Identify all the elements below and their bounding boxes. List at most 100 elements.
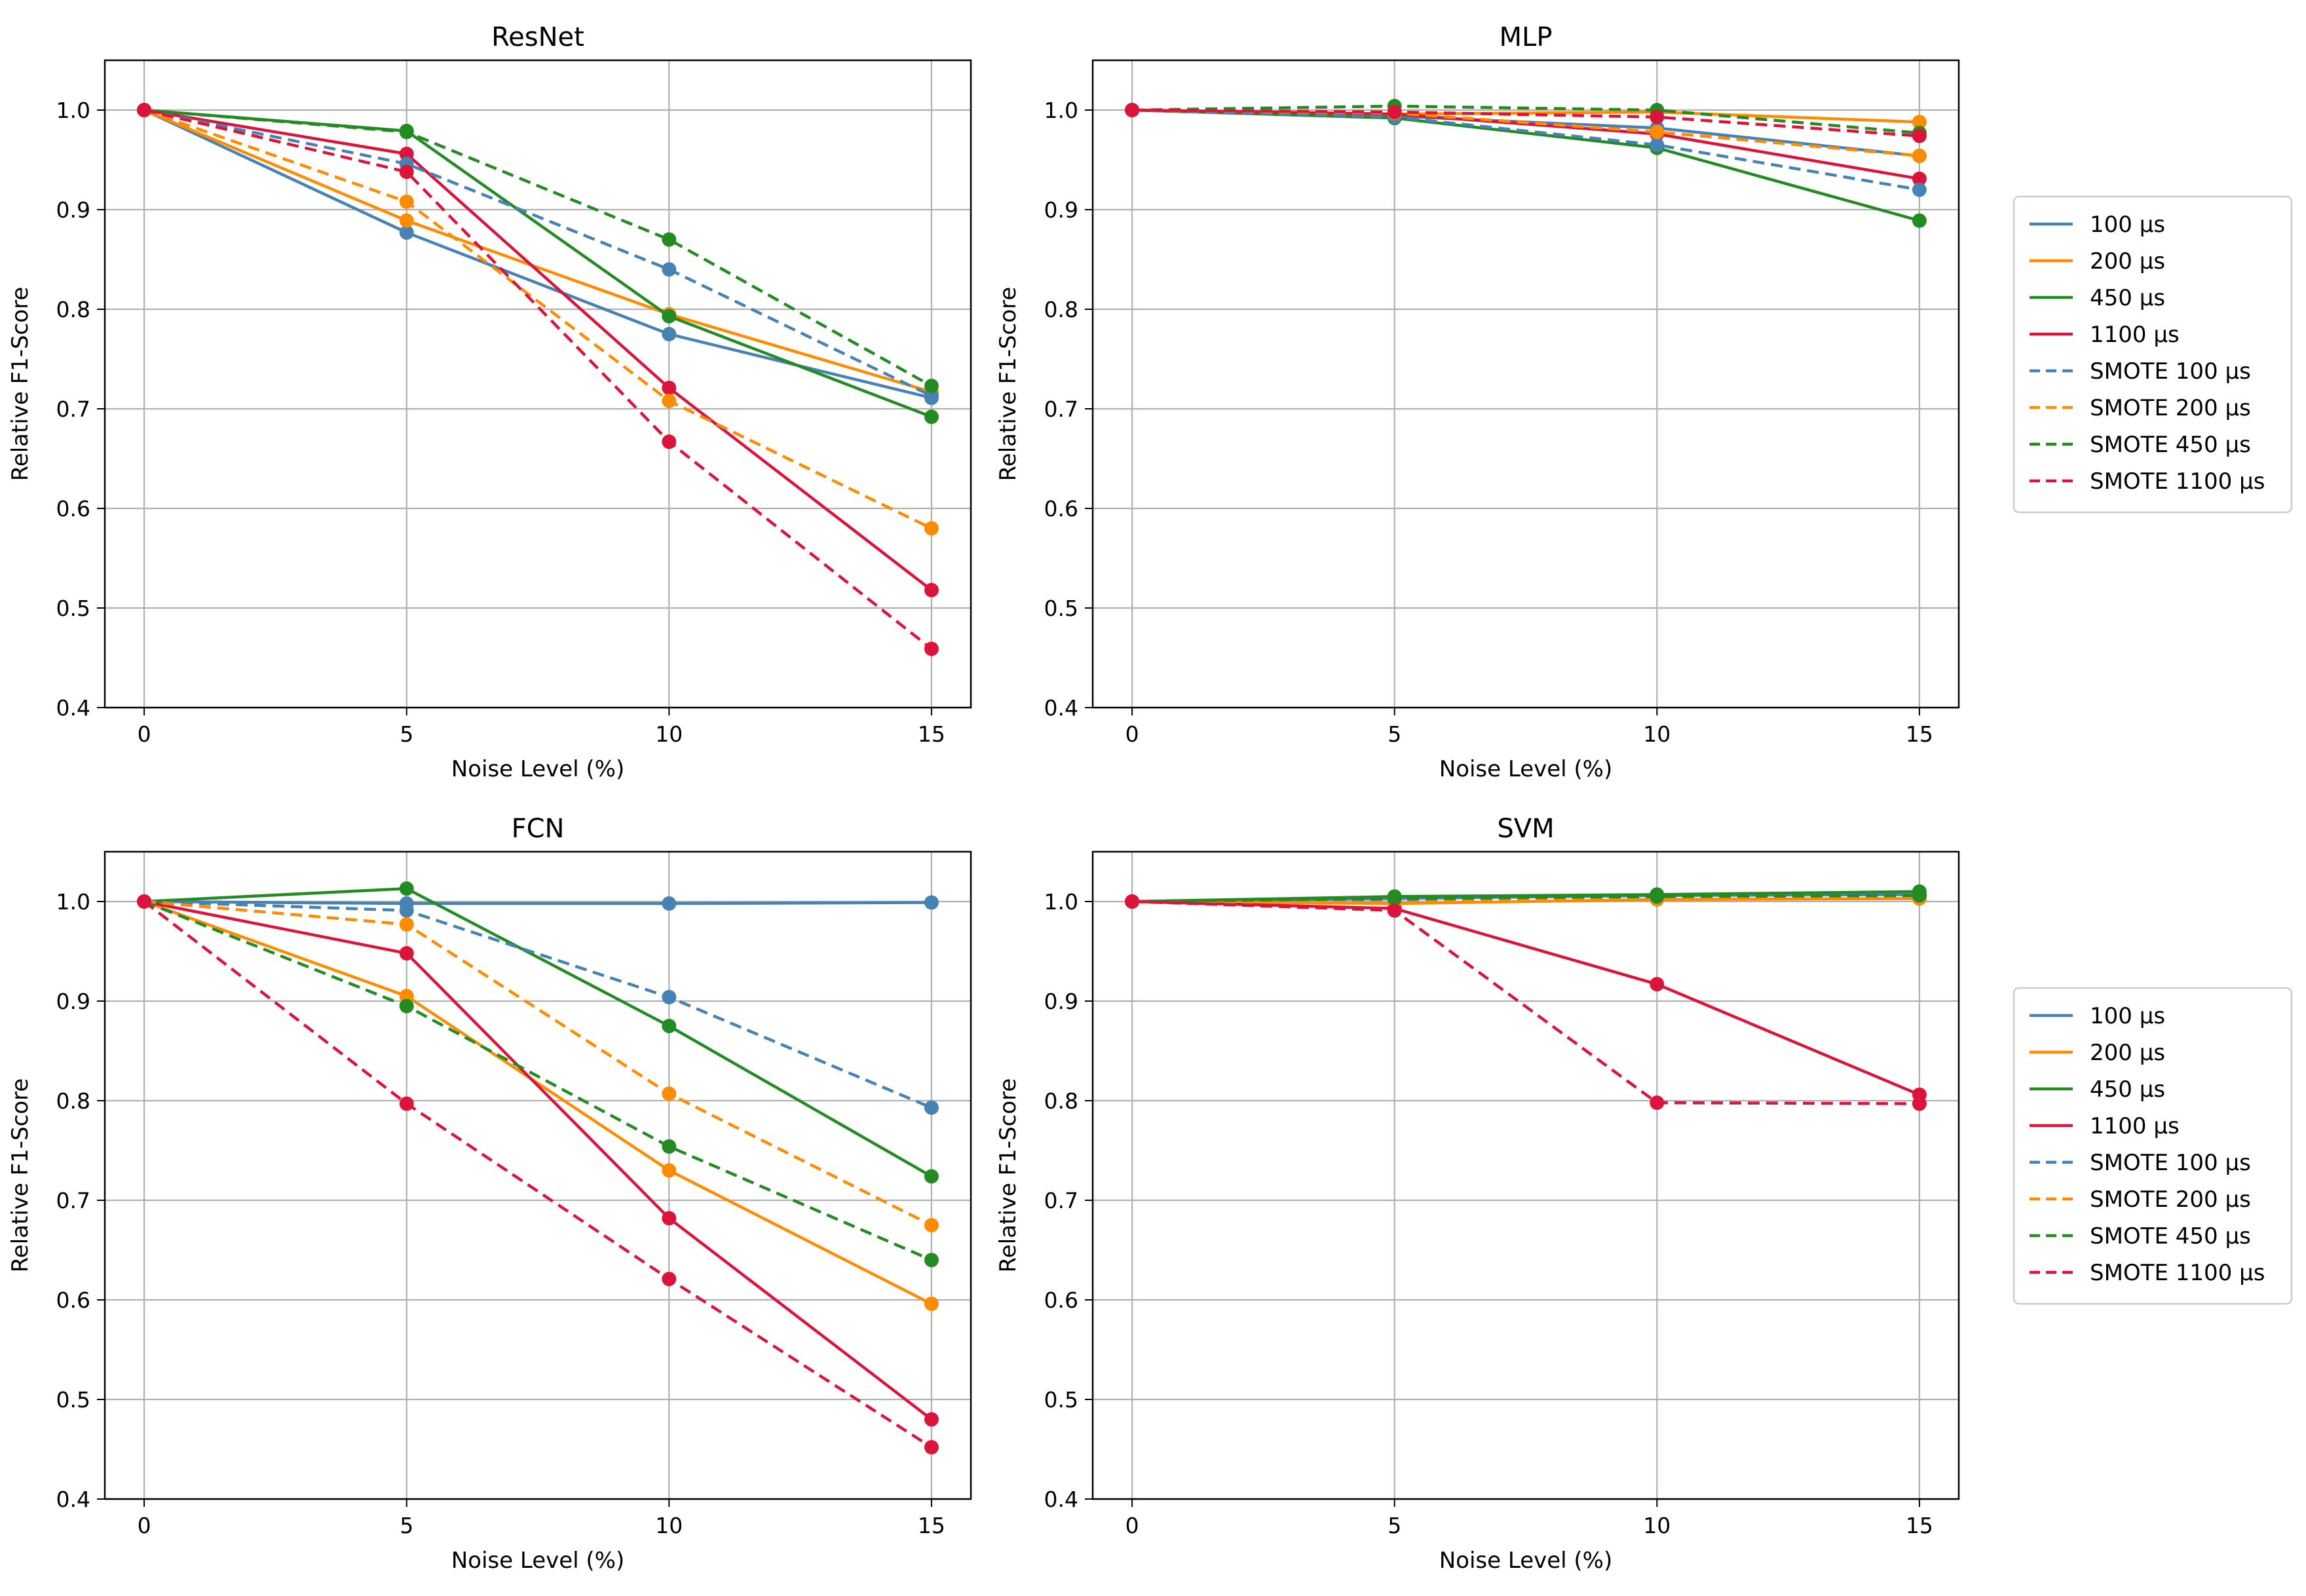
data-point	[924, 1100, 939, 1115]
data-point	[924, 895, 939, 910]
x-tick-label: 5	[400, 1513, 413, 1538]
data-point	[662, 309, 677, 324]
data-point	[662, 1211, 677, 1226]
series-line	[1132, 894, 1919, 903]
data-point	[399, 213, 414, 228]
x-tick-label: 10	[655, 721, 683, 747]
y-tick-label: 0.8	[1044, 297, 1078, 322]
x-tick-label: 10	[1643, 721, 1671, 747]
y-axis-label: Relative F1-Score	[995, 1078, 1021, 1273]
grid	[1093, 60, 1959, 709]
y-tick-label: 0.4	[1044, 1487, 1078, 1512]
y-tick-label: 0.5	[1044, 596, 1078, 621]
y-tick-label: 0.7	[1044, 396, 1078, 422]
series-line	[143, 108, 933, 651]
data-point	[1650, 1095, 1665, 1111]
series-line	[1132, 900, 1919, 1105]
data-point	[399, 881, 414, 896]
chart-title: FCN	[512, 814, 565, 844]
data-point	[924, 582, 939, 598]
legend: 100 µs 200 µs 450 µs 1100 µs SMOTE 100 µs SMO…	[2013, 195, 2293, 514]
y-tick-label: 1.0	[56, 889, 90, 915]
series-line	[1132, 896, 1919, 904]
data-point	[924, 1297, 939, 1312]
y-tick-label: 0.6	[1044, 496, 1078, 522]
legend-entry: SMOTE 1100 µs	[2090, 468, 2265, 495]
data-point	[1650, 124, 1665, 140]
y-tick-label: 0.7	[56, 396, 90, 422]
x-tick-label: 15	[918, 1513, 945, 1538]
data-point	[662, 989, 677, 1004]
series-line	[143, 900, 932, 1262]
data-point	[924, 1439, 939, 1454]
data-point	[399, 946, 414, 961]
data-point	[1650, 889, 1665, 904]
chart-panel-svm: 0 5 10 15 0.4 0.5 0.6 0.7 0.8 0.9 1.0 SVM Noise Leve…	[995, 814, 1960, 1574]
data-point	[399, 164, 414, 180]
legend: 100 µs 200 µs 450 µs 1100 µs SMOTE 100 µs SMO…	[2013, 987, 2293, 1305]
data-point	[662, 1272, 677, 1287]
data-point	[1650, 138, 1665, 153]
data-point	[137, 103, 152, 117]
data-point	[662, 393, 677, 408]
data-point	[662, 1163, 677, 1178]
x-tick-label: 15	[918, 721, 945, 747]
axes-frame	[104, 850, 972, 1500]
series-line	[143, 900, 933, 1449]
data-point	[924, 409, 939, 425]
x-tick-label: 0	[1125, 1513, 1139, 1538]
y-tick-label: 0.4	[56, 1487, 90, 1512]
y-axis-label: Relative F1-Score	[7, 1078, 33, 1273]
data-point	[662, 232, 677, 247]
series-line	[143, 108, 932, 394]
x-tick-label: 10	[1643, 1513, 1671, 1538]
data-point	[1650, 977, 1665, 992]
series-line	[143, 108, 933, 388]
legend-entry: 200 µs	[2090, 1040, 2165, 1066]
chart-title: MLP	[1500, 22, 1553, 52]
data-point	[924, 1169, 939, 1184]
x-tick-label: 10	[655, 1513, 683, 1538]
series-line	[144, 900, 932, 905]
data-point	[662, 434, 677, 449]
data-point	[1912, 182, 1927, 197]
y-axis-label: Relative F1-Score	[995, 287, 1021, 482]
legend-entry: SMOTE 1100 µs	[2090, 1260, 2265, 1286]
data-point	[1912, 1096, 1927, 1111]
data-point	[399, 917, 414, 932]
series-line	[1132, 108, 1920, 191]
x-tick-label: 15	[1906, 721, 1933, 747]
series-line	[143, 108, 933, 592]
legend-entry: 1100 µs	[2090, 1113, 2180, 1139]
data-point	[662, 1139, 677, 1154]
data-point	[399, 1096, 414, 1111]
legend-entry: SMOTE 100 µs	[2090, 1150, 2251, 1176]
data-point	[1387, 903, 1402, 918]
y-tick-label: 1.0	[56, 98, 90, 123]
legend-entry: SMOTE 200 µs	[2090, 395, 2251, 421]
data-point	[662, 1086, 677, 1101]
y-tick-label: 0.7	[1044, 1188, 1078, 1213]
legend-frame	[2013, 195, 2293, 514]
x-tick-label: 0	[138, 1513, 151, 1538]
data-point	[1912, 888, 1927, 903]
y-tick-label: 0.8	[56, 1088, 90, 1114]
data-point	[662, 1019, 677, 1033]
data-point	[1387, 891, 1402, 906]
y-tick-label: 0.9	[56, 197, 90, 223]
data-point	[137, 894, 152, 909]
data-point	[924, 1218, 939, 1232]
y-tick-label: 1.0	[1044, 889, 1078, 915]
y-tick-label: 0.7	[56, 1188, 90, 1213]
series-smote-1100-us	[1125, 103, 1927, 143]
data-point	[924, 641, 939, 656]
legend-entry: 100 µs	[2090, 1003, 2165, 1029]
data-point	[1912, 115, 1927, 130]
x-tick-label: 0	[1125, 721, 1139, 747]
y-tick-label: 0.8	[56, 297, 90, 322]
chart-panel-mlp: 0 5 10 15 0.4 0.5 0.6 0.7 0.8 0.9 1.0 MLP Noise Leve…	[995, 22, 1960, 782]
y-tick-label: 0.8	[1044, 1088, 1078, 1114]
axes-frame	[1091, 59, 1960, 709]
x-tick-label: 5	[1388, 1513, 1401, 1538]
